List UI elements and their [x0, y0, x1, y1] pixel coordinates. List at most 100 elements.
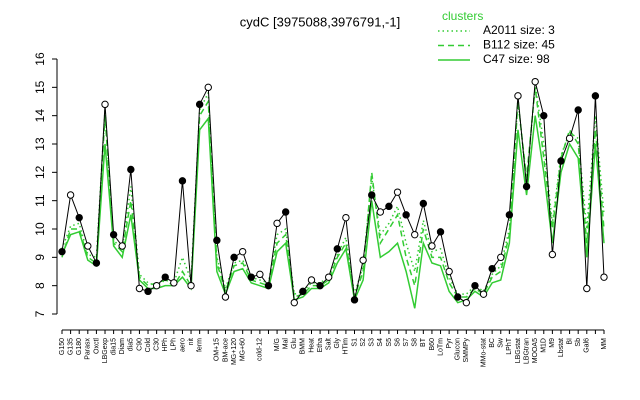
x-tick-label: LPh	[171, 338, 178, 351]
point	[127, 165, 135, 174]
legend-label: A2011 size: 3	[483, 23, 555, 37]
point	[497, 253, 505, 262]
point	[583, 284, 591, 293]
x-tick-label: aero	[179, 338, 186, 352]
point	[600, 273, 608, 281]
point	[92, 259, 101, 267]
point	[135, 284, 144, 293]
point	[342, 213, 350, 222]
x-tick-label: MG+120	[231, 338, 238, 365]
x-tick-label: Diam	[119, 338, 126, 355]
x-tick-label: MMo-stat	[480, 338, 487, 367]
point	[178, 177, 187, 185]
y-tick-label: 15	[33, 80, 47, 94]
point	[557, 157, 565, 165]
x-tick-label: MOOA5	[532, 338, 539, 363]
x-tick-label: BMM	[300, 338, 307, 355]
point	[471, 281, 479, 290]
x-tick-label: Sw	[498, 337, 505, 348]
x-tick-label: LBGtran	[523, 338, 530, 364]
point	[152, 281, 161, 290]
point	[574, 106, 582, 114]
point	[238, 247, 247, 256]
point	[247, 273, 255, 281]
x-tick-label: Etha	[317, 338, 324, 353]
point	[170, 279, 178, 287]
point	[531, 77, 539, 86]
x-tick-label: nit	[188, 338, 195, 345]
point	[324, 273, 333, 281]
point	[428, 242, 436, 250]
point	[411, 230, 419, 239]
x-tick-label: Glucon	[455, 338, 462, 360]
y-tick-label: 11	[33, 194, 47, 207]
point	[75, 213, 83, 222]
x-tick-label: LBGstat	[515, 338, 522, 363]
x-tick-label: G180	[76, 338, 83, 355]
point	[479, 290, 488, 298]
point	[84, 242, 92, 250]
x-tick-label: dia5	[128, 338, 135, 351]
point	[316, 281, 324, 290]
x-tick-label: Pyr	[446, 337, 453, 348]
point	[213, 236, 221, 245]
x-tick-label: M/G	[274, 338, 281, 351]
y-tick-label: 16	[33, 52, 47, 66]
x-tick-label: Gal6	[584, 338, 591, 353]
point	[299, 287, 307, 296]
y-tick-label: 9	[33, 254, 47, 261]
x-tick-label: M1D	[541, 338, 548, 353]
point	[256, 270, 264, 279]
x-tick-label: B60	[429, 338, 436, 351]
point	[514, 92, 522, 100]
point	[307, 276, 316, 284]
cluster-line	[61, 87, 605, 298]
point	[187, 281, 195, 290]
x-tick-label: G150	[59, 338, 66, 355]
point	[144, 287, 152, 296]
x-tick-label: Mal	[283, 338, 290, 350]
point	[488, 264, 496, 273]
point	[161, 273, 169, 281]
x-tick-label: Glu	[291, 338, 298, 349]
y-tick-label: 7	[33, 310, 47, 317]
point	[290, 298, 298, 307]
x-tick-label: Cold	[145, 338, 152, 353]
point	[230, 253, 238, 262]
x-tick-label: Oxctl	[93, 338, 100, 354]
point	[376, 208, 385, 216]
legend-label: C47 size: 98	[483, 52, 550, 66]
x-tick-label: S2	[360, 338, 367, 347]
point	[195, 100, 204, 109]
point	[540, 111, 548, 120]
x-tick-label: C90	[136, 338, 143, 351]
x-tick-label: Heat	[308, 338, 315, 353]
point	[264, 281, 273, 290]
point	[368, 191, 376, 199]
point	[565, 134, 574, 143]
x-tick-label: C30	[153, 338, 160, 351]
point	[359, 256, 367, 264]
x-tick-label: S5	[386, 338, 393, 347]
x-tick-label: BC	[489, 338, 496, 348]
x-tick-label: SMMPy	[463, 338, 470, 363]
expression-line	[61, 81, 605, 304]
x-tick-label: S7	[403, 338, 410, 347]
point	[393, 188, 402, 196]
x-tick-label: S3	[369, 338, 376, 347]
x-tick-label: G135	[67, 338, 74, 355]
legend-title: clusters	[442, 9, 483, 23]
x-tick-label: BI	[566, 338, 573, 345]
point	[402, 211, 410, 219]
x-tick-label: LBGexp	[102, 338, 109, 363]
point	[454, 293, 462, 301]
point	[436, 228, 445, 236]
point	[548, 250, 557, 259]
x-tick-label: Salt	[326, 338, 333, 350]
x-tick-label: HPh	[162, 338, 169, 352]
point	[66, 191, 75, 199]
x-tick-label: MM	[601, 338, 608, 350]
x-tick-label: Lbstat	[558, 338, 565, 357]
x-tick-label: S8	[412, 338, 419, 347]
